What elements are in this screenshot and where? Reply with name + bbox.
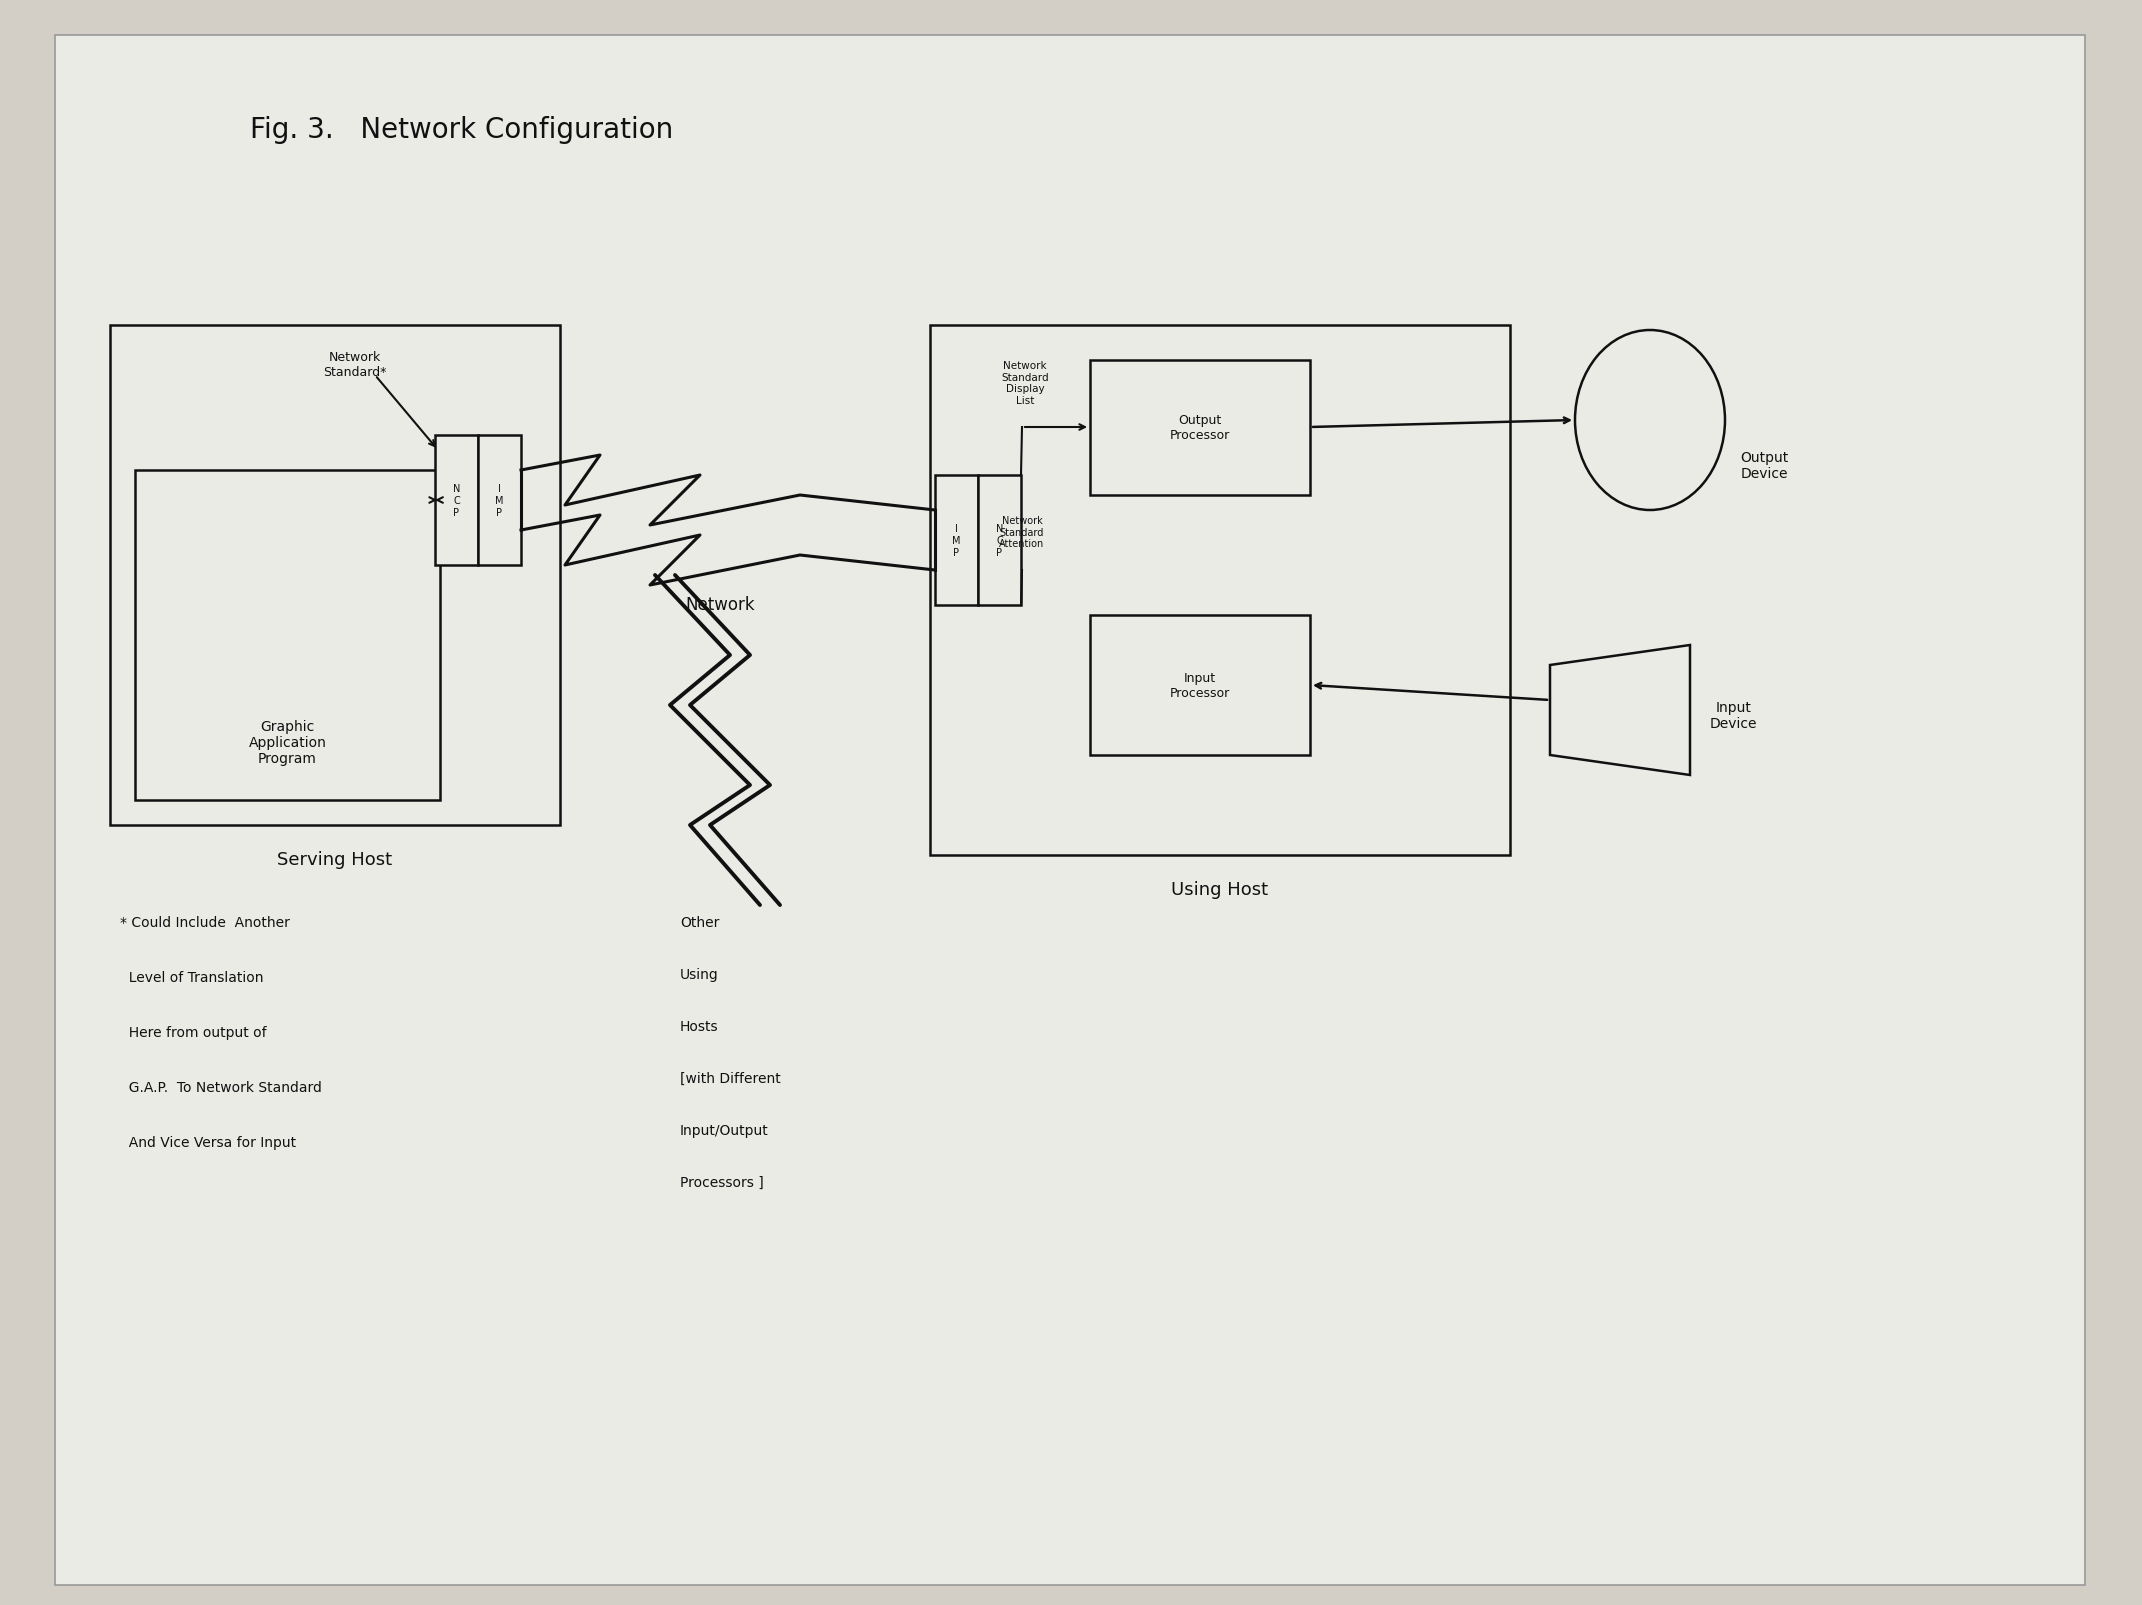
Bar [1090,361,1311,496]
Text: Input
Processor: Input Processor [1170,671,1230,700]
Text: Network
Standard
Display
List: Network Standard Display List [1000,361,1050,406]
Text: I
M
P: I M P [953,525,962,557]
Text: Using: Using [679,968,720,981]
Bar [979,475,1022,605]
Text: [with Different: [with Different [679,1071,780,1085]
Text: Processors ]: Processors ] [679,1175,765,1189]
Text: Network: Network [685,595,754,613]
Bar [1090,616,1311,756]
Bar [109,326,559,825]
Text: And Vice Versa for Input: And Vice Versa for Input [120,1135,296,1149]
Text: * Could Include  Another: * Could Include Another [120,915,289,929]
Bar [478,435,521,565]
Bar [135,470,439,801]
Text: G.A.P.  To Network Standard: G.A.P. To Network Standard [120,1080,321,1095]
Text: Other: Other [679,915,720,929]
Text: Here from output of: Here from output of [120,1026,266,1040]
Text: N
C
P: N C P [996,525,1002,557]
Text: Input/Output: Input/Output [679,1124,769,1138]
Text: Network
Standard
Attention: Network Standard Attention [1000,515,1045,549]
Text: Using Host: Using Host [1172,881,1268,899]
Text: Graphic
Application
Program: Graphic Application Program [248,719,326,766]
Text: I
M
P: I M P [495,485,503,517]
Text: Input
Device: Input Device [1709,700,1756,730]
Text: Hosts: Hosts [679,1019,718,1034]
Bar [936,475,979,605]
Text: Network
Standard*: Network Standard* [323,351,388,379]
Text: Output
Processor: Output Processor [1170,414,1230,443]
Text: Fig. 3.   Network Configuration: Fig. 3. Network Configuration [251,116,673,144]
Bar [930,326,1510,855]
Text: Output
Device: Output Device [1739,451,1789,482]
Text: Serving Host: Serving Host [278,851,392,868]
Bar [435,435,478,565]
Text: Level of Translation: Level of Translation [120,971,263,984]
Text: N
C
P: N C P [452,485,461,517]
